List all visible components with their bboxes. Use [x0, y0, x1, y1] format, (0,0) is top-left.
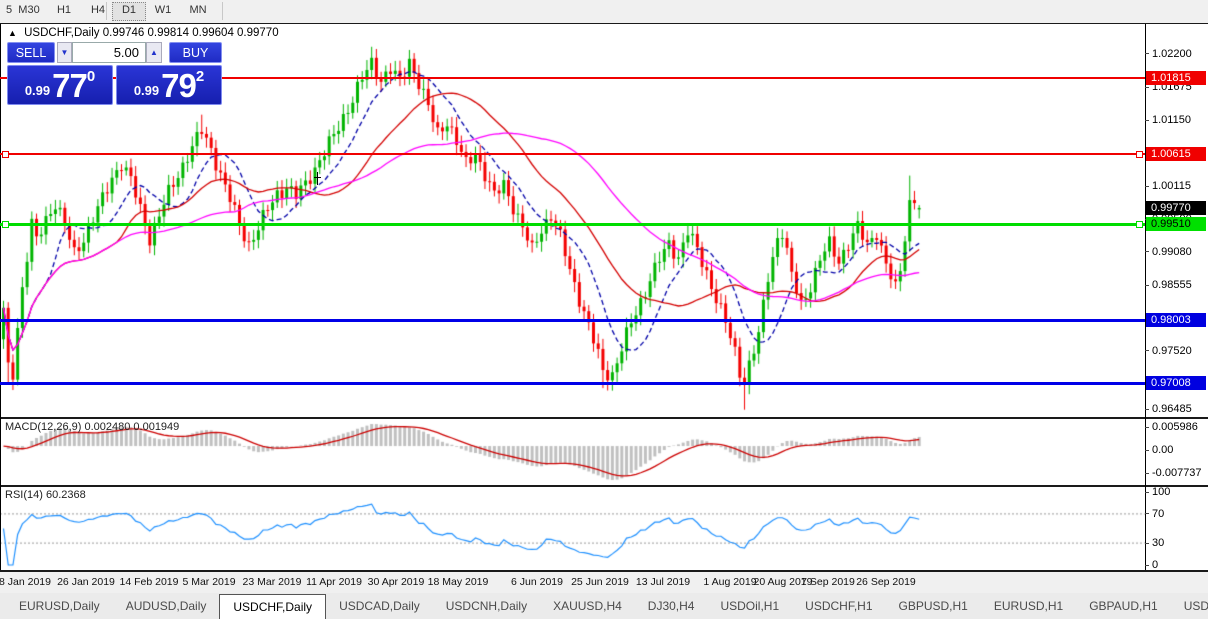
panel-border — [0, 570, 1208, 572]
date-axis-label: 14 Feb 2019 — [119, 576, 179, 588]
toolbar-separator — [106, 2, 107, 20]
chart-tab-audusd-daily[interactable]: AUDUSD,Daily — [125, 599, 207, 613]
timeframe-button-mn[interactable]: MN — [189, 4, 207, 16]
date-axis-label: 8 Jan 2019 — [0, 576, 51, 588]
date-axis-label: 20 Aug 2019 — [753, 576, 813, 588]
sell-price-box[interactable]: 0.99 77 0 — [7, 65, 113, 105]
date-axis-label: 1 Aug 2019 — [703, 576, 757, 588]
chart-title: ▲ USDCHF,Daily 0.99746 0.99814 0.99604 0… — [8, 27, 279, 39]
date-axis-label: 7 Sep 2019 — [801, 576, 855, 588]
sell-price-prefix: 0.99 — [24, 83, 51, 98]
chart-ohlc-values: 0.99746 0.99814 0.99604 0.99770 — [102, 27, 279, 39]
buy-price-main: 79 — [161, 67, 197, 104]
chart-symbol-label: USDCHF,Daily — [24, 27, 100, 39]
buy-button[interactable]: BUY — [169, 42, 222, 63]
buy-price-prefix: 0.99 — [133, 83, 160, 98]
volume-increase-button[interactable]: ▲ — [146, 42, 162, 63]
date-axis-label: 25 Jun 2019 — [571, 576, 629, 588]
chart-tab-usdchf-h1[interactable]: USDCHF,H1 — [805, 599, 873, 613]
date-axis-label: 11 Apr 2019 — [306, 576, 362, 588]
toolbar-separator — [222, 2, 223, 20]
chart-tab-eurusd-daily[interactable]: EURUSD,Daily — [19, 599, 100, 613]
timeframe-button-m30[interactable]: M30 — [18, 4, 40, 16]
timeframe-button-d1[interactable]: D1 — [112, 2, 146, 21]
chart-tab-usdcad-daily[interactable]: USDCAD,Daily — [339, 599, 420, 613]
chart-tab-usdjp[interactable]: USDJP — [1183, 599, 1208, 613]
timeframe-button-5[interactable]: 5 — [5, 4, 13, 16]
line-handle[interactable] — [2, 150, 9, 158]
timeframe-button-w1[interactable]: W1 — [154, 4, 172, 16]
chart-tab-eurusd-h1[interactable]: EURUSD,H1 — [993, 599, 1064, 613]
line-handle[interactable] — [1136, 220, 1143, 228]
horizontal-price-line-1.01815[interactable] — [0, 77, 1145, 80]
collapse-arrow-icon[interactable]: ▲ — [8, 28, 17, 38]
chart-tab-bar: EURUSD,Daily AUDUSD,Daily USDCHF,Daily USDC… — [0, 593, 1208, 619]
volume-decrease-button[interactable]: ▼ — [57, 42, 72, 63]
horizontal-price-line-0.9951[interactable] — [0, 222, 1145, 226]
horizontal-price-line-0.98003[interactable] — [0, 318, 1145, 322]
chart-tab-usdchf-daily[interactable]: USDCHF,Daily — [219, 594, 327, 619]
date-axis-label: 13 Jul 2019 — [635, 576, 691, 588]
chart-tab-dj30-h4[interactable]: DJ30,H4 — [647, 599, 695, 613]
date-axis-label: 26 Sep 2019 — [856, 576, 916, 588]
sell-price-pip: 0 — [86, 68, 96, 85]
volume-input[interactable] — [72, 42, 146, 63]
date-axis-label: 26 Jan 2019 — [57, 576, 115, 588]
line-handle[interactable] — [1136, 150, 1143, 158]
price-chart-canvas[interactable] — [0, 24, 1208, 570]
chart-tab-usdcnh-daily[interactable]: USDCNH,Daily — [445, 599, 528, 613]
chart-tab-xauusd-h4[interactable]: XAUUSD,H4 — [553, 599, 622, 613]
date-axis-label: 6 Jun 2019 — [511, 576, 563, 588]
sell-price-main: 77 — [52, 67, 88, 104]
horizontal-price-line-1.00615[interactable] — [0, 153, 1145, 156]
timeframe-toolbar: 5 M30 H1 H4 D1 W1 MN — [0, 0, 1208, 22]
one-click-trade-panel: SELL ▼ ▲ BUY 0.99 77 0 0.99 79 2 — [7, 42, 222, 105]
buy-price-pip: 2 — [195, 68, 205, 85]
chart-tab-gbpaud-h1[interactable]: GBPAUD,H1 — [1089, 599, 1158, 613]
timeframe-button-h1[interactable]: H1 — [56, 4, 72, 16]
date-axis-label: 5 Mar 2019 — [182, 576, 236, 588]
line-handle[interactable] — [2, 220, 9, 228]
buy-price-box[interactable]: 0.99 79 2 — [116, 65, 222, 105]
sell-button[interactable]: SELL — [7, 42, 55, 63]
chart-tab-usdoil-h1[interactable]: USDOil,H1 — [720, 599, 780, 613]
date-axis-label: 30 Apr 2019 — [367, 576, 425, 588]
timeframe-button-h4[interactable]: H4 — [90, 4, 106, 16]
horizontal-price-line-0.97008[interactable] — [0, 381, 1145, 385]
date-axis-label: 18 May 2019 — [427, 576, 489, 588]
date-axis-label: 23 Mar 2019 — [242, 576, 302, 588]
chart-tab-gbpusd-h1[interactable]: GBPUSD,H1 — [898, 599, 968, 613]
